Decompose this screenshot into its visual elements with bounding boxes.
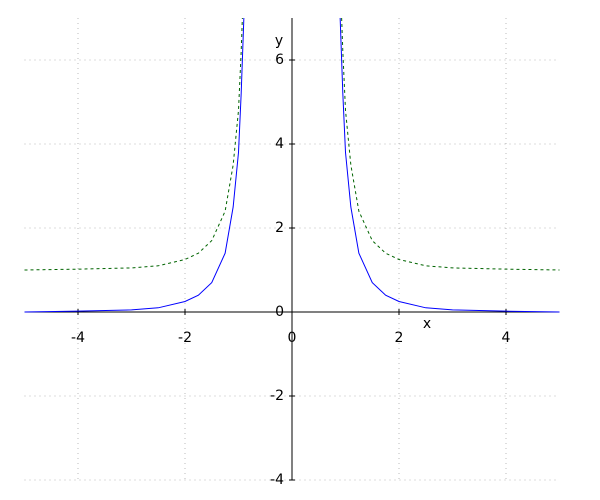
- y-tick-label: -4: [270, 472, 284, 488]
- y-tick-label: -2: [270, 388, 284, 404]
- y-axis-label: y: [275, 33, 283, 49]
- curve: [24, 18, 245, 313]
- y-tick-label: 6: [275, 52, 284, 68]
- curve: [339, 18, 560, 313]
- curve: [24, 18, 243, 271]
- x-axis-label: x: [423, 316, 431, 332]
- x-tick-label: -4: [71, 330, 85, 346]
- x-tick-label: -2: [178, 330, 192, 346]
- y-tick-label: 2: [275, 220, 284, 236]
- curve: [341, 18, 560, 271]
- x-tick-label: 2: [395, 330, 404, 346]
- y-tick-label: 4: [275, 136, 284, 152]
- plot-area: [24, 18, 560, 313]
- x-tick-label: 4: [502, 330, 511, 346]
